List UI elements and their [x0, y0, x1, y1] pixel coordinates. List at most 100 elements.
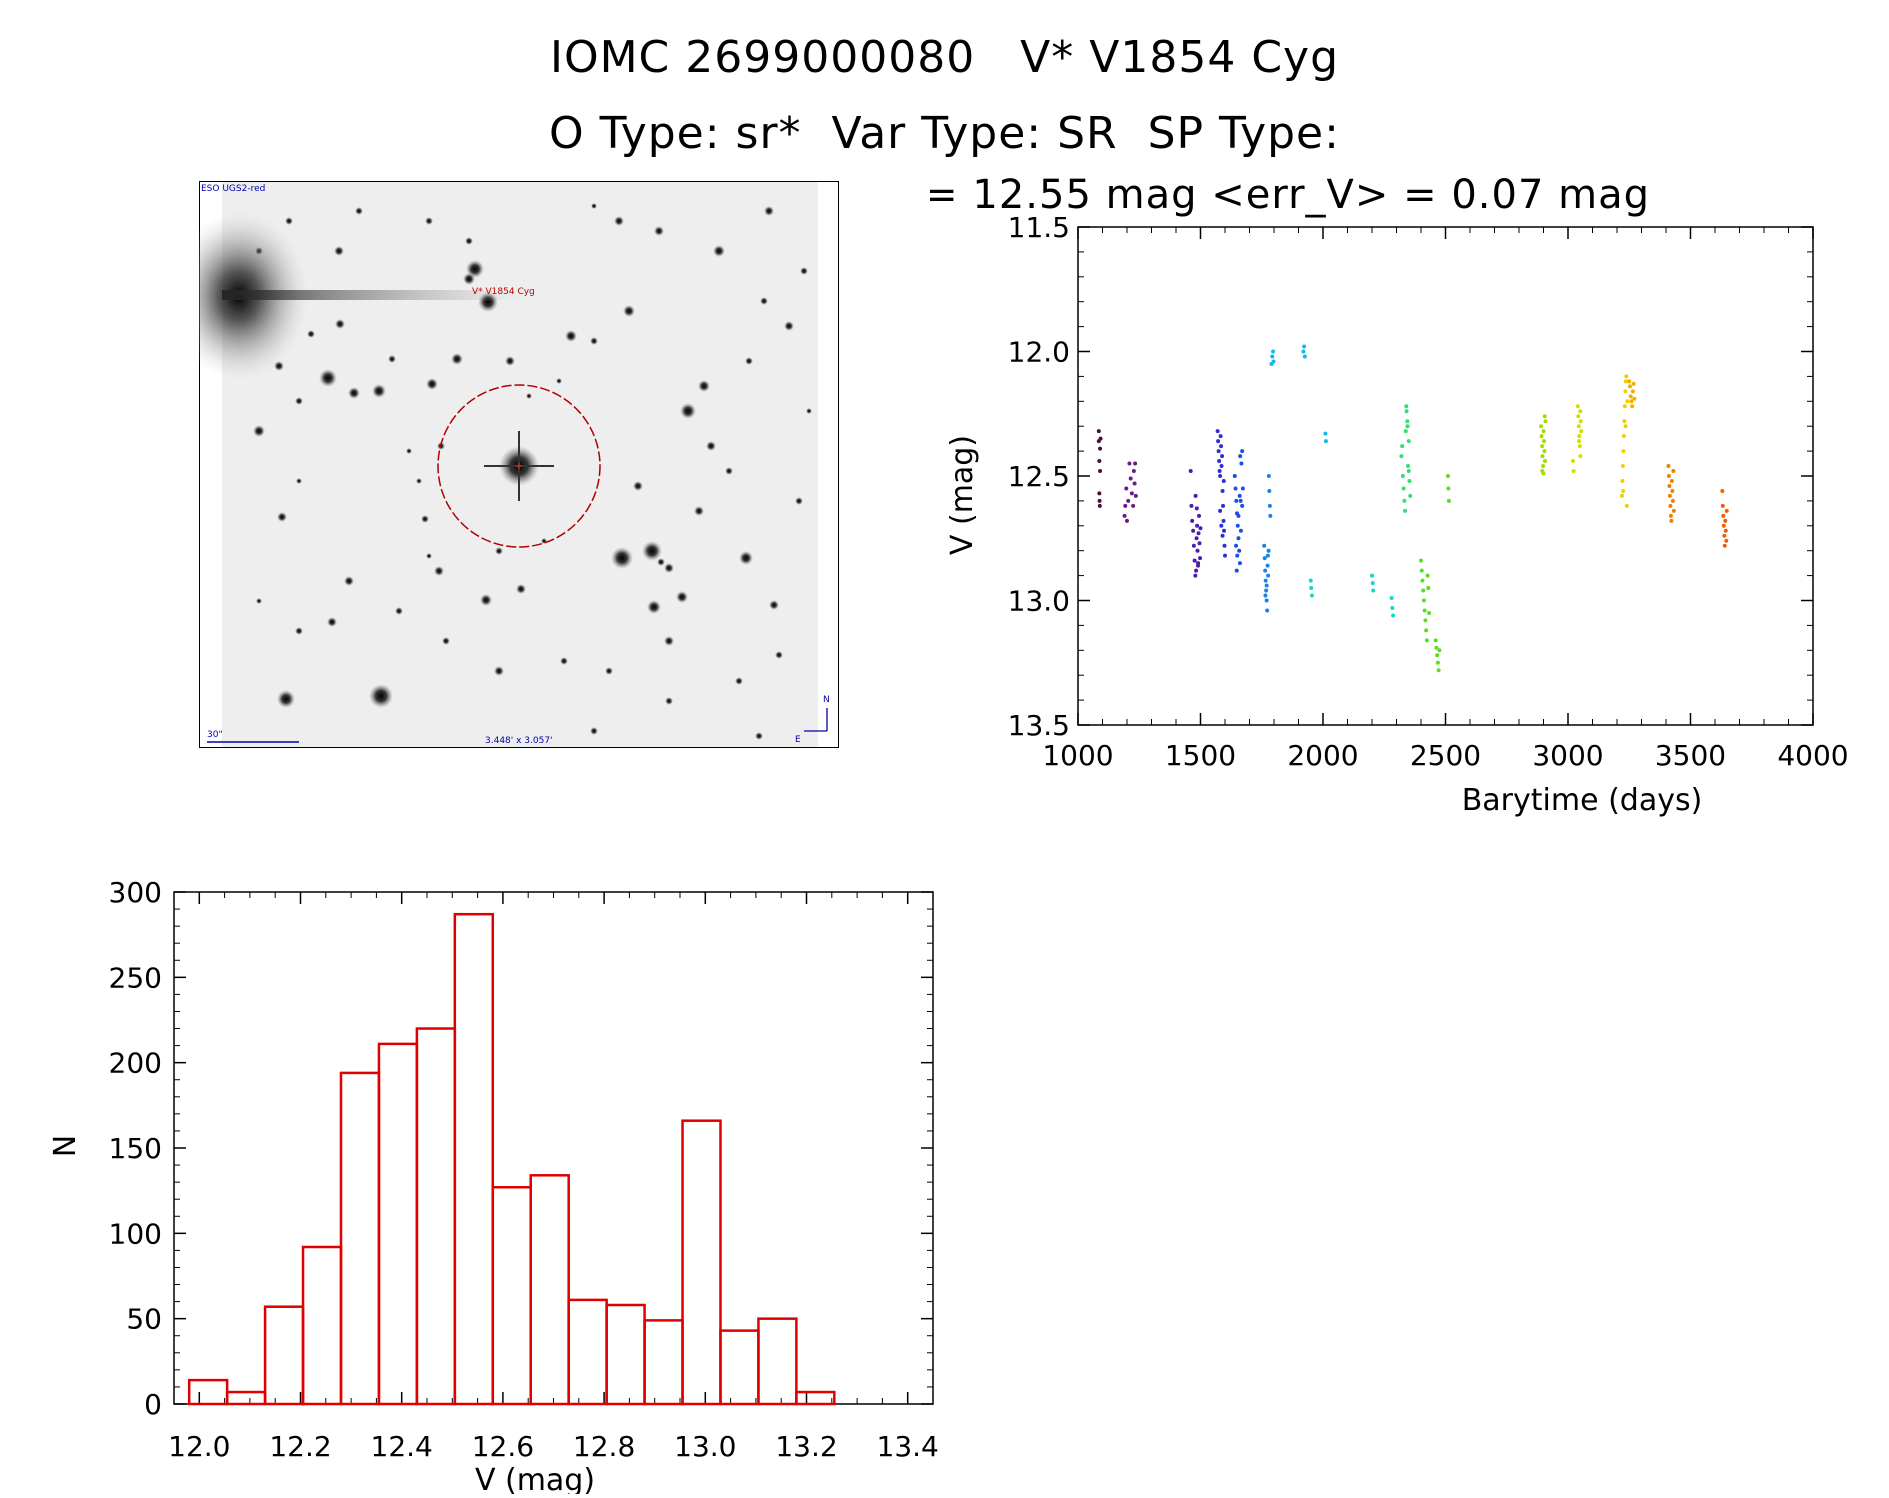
data-point: [1426, 586, 1431, 591]
data-point: [1446, 498, 1451, 503]
y-tick-label: 250: [109, 961, 162, 994]
data-point: [1220, 533, 1225, 538]
data-point: [1436, 668, 1441, 673]
data-point: [1238, 454, 1243, 459]
histogram-panel: 12.0 12.2 12.4 12.6 12.8 13.0 13.2 13.4 0 50 100 15…: [30, 860, 960, 1498]
star: [739, 551, 753, 565]
data-point: [1301, 349, 1306, 354]
data-point: [1194, 536, 1199, 541]
y-tick-label: 0: [144, 1388, 162, 1421]
star: [657, 558, 665, 566]
data-point: [1309, 593, 1314, 598]
data-point: [1237, 561, 1242, 566]
data-point: [1390, 605, 1395, 610]
data-point: [1400, 444, 1405, 449]
data-point: [1122, 513, 1127, 518]
star: [623, 305, 635, 317]
star: [735, 677, 743, 685]
star: [713, 245, 725, 257]
data-point: [1302, 354, 1307, 359]
data-point: [1435, 653, 1440, 658]
target-circle: [437, 384, 601, 548]
data-point: [1720, 488, 1725, 493]
x-tick-label: 13.4: [877, 1430, 939, 1463]
star: [795, 497, 803, 505]
data-point: [1720, 503, 1725, 508]
data-point: [1266, 474, 1271, 478]
light-curve-points: [1096, 344, 1729, 673]
data-point: [1721, 523, 1726, 528]
data-point: [1221, 478, 1226, 483]
data-point: [1270, 354, 1275, 359]
data-point: [1437, 648, 1442, 653]
data-point: [1219, 464, 1224, 469]
star: [745, 357, 753, 365]
data-point: [1217, 469, 1222, 474]
data-point: [1541, 429, 1546, 434]
data-point: [1632, 396, 1637, 401]
data-point: [1668, 503, 1673, 508]
x-tick-label: 12.4: [371, 1430, 433, 1463]
histogram-bar: [605, 1303, 646, 1406]
star: [526, 393, 532, 399]
data-point: [1424, 628, 1429, 633]
data-point: [1539, 434, 1544, 439]
star: [784, 321, 794, 331]
data-point: [1621, 449, 1626, 454]
diffraction-spike: [222, 290, 522, 300]
histogram-axes: 12.0 12.2 12.4 12.6 12.8 13.0 13.2 13.4 0 50 100 15…: [109, 876, 939, 1463]
data-point: [1097, 459, 1102, 464]
data-point: [1217, 459, 1222, 464]
data-point: [1097, 503, 1102, 508]
data-point: [1240, 486, 1245, 491]
data-point: [1400, 474, 1405, 478]
data-point: [1308, 578, 1313, 583]
data-point: [1218, 434, 1223, 439]
data-point: [1323, 439, 1328, 444]
y-tick-label: 50: [126, 1303, 162, 1336]
data-point: [1667, 493, 1672, 498]
data-point: [1668, 513, 1673, 518]
data-point: [1542, 449, 1547, 454]
data-point: [1389, 596, 1394, 601]
data-point: [1407, 478, 1412, 483]
data-point: [1370, 581, 1375, 586]
data-point: [1264, 598, 1269, 603]
data-point: [1435, 660, 1440, 665]
y-tick-label: 300: [109, 876, 162, 909]
data-point: [1577, 439, 1582, 444]
data-point: [1239, 461, 1244, 466]
data-point: [1198, 556, 1203, 561]
data-point: [1240, 503, 1245, 508]
data-point: [1425, 573, 1430, 578]
data-point: [1216, 439, 1221, 444]
data-point: [1627, 379, 1632, 384]
y-tick-label: 13.0: [1008, 585, 1070, 618]
data-point: [1123, 503, 1128, 508]
data-point: [1267, 503, 1272, 508]
histogram-bar: [719, 1329, 760, 1406]
data-point: [1724, 508, 1729, 513]
data-point: [1370, 573, 1374, 578]
data-point: [1541, 439, 1546, 444]
data-point: [1263, 578, 1268, 583]
data-point: [1098, 469, 1103, 474]
histogram-bar: [453, 912, 495, 1406]
data-point: [1235, 523, 1240, 528]
data-point: [1540, 469, 1545, 474]
y-tick-label: 13.5: [1008, 709, 1070, 742]
star: [590, 727, 598, 735]
star: [590, 337, 598, 345]
data-point: [1406, 464, 1411, 469]
data-point: [1194, 506, 1199, 511]
data-point: [1192, 558, 1197, 563]
x-tick-label: 13.0: [674, 1430, 736, 1463]
data-point: [1419, 568, 1424, 573]
data-point: [1666, 464, 1671, 469]
light-curve-ylabel: V (mag): [945, 435, 980, 555]
star: [406, 448, 412, 454]
y-tick-label: 100: [109, 1217, 162, 1250]
survey-label: ESO UGS2-red: [201, 184, 265, 194]
star: [253, 425, 265, 437]
data-point: [1540, 444, 1545, 449]
